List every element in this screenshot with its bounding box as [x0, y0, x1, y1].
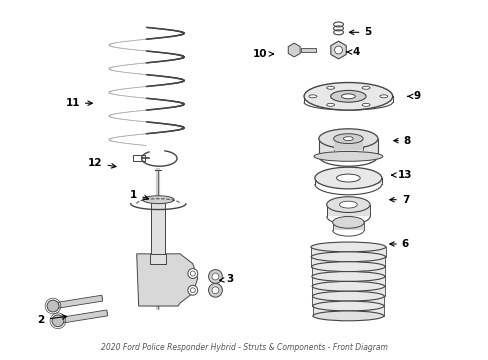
Ellipse shape — [379, 95, 387, 98]
Polygon shape — [311, 267, 385, 276]
Circle shape — [187, 269, 197, 278]
Ellipse shape — [326, 103, 334, 106]
Text: 6: 6 — [389, 239, 408, 249]
Ellipse shape — [326, 197, 369, 212]
Circle shape — [187, 285, 197, 295]
Polygon shape — [318, 139, 377, 156]
Polygon shape — [314, 178, 381, 184]
Polygon shape — [326, 204, 369, 216]
Text: 3: 3 — [219, 274, 233, 284]
Ellipse shape — [343, 137, 352, 141]
Text: 1: 1 — [130, 190, 148, 200]
Ellipse shape — [304, 82, 392, 110]
Text: 10: 10 — [252, 49, 273, 59]
Polygon shape — [151, 200, 165, 264]
Ellipse shape — [333, 134, 363, 144]
Circle shape — [212, 273, 219, 280]
Ellipse shape — [312, 291, 384, 301]
Ellipse shape — [330, 90, 366, 102]
Ellipse shape — [311, 252, 385, 262]
Text: 11: 11 — [65, 98, 92, 108]
Polygon shape — [311, 286, 384, 296]
Circle shape — [190, 271, 195, 276]
Text: 5: 5 — [349, 27, 371, 37]
Polygon shape — [52, 295, 102, 309]
Polygon shape — [287, 43, 300, 57]
Polygon shape — [150, 254, 166, 264]
Text: 13: 13 — [391, 170, 412, 180]
Polygon shape — [311, 276, 384, 286]
Text: 2020 Ford Police Responder Hybrid - Struts & Components - Front Diagram: 2020 Ford Police Responder Hybrid - Stru… — [101, 343, 386, 352]
Text: 7: 7 — [389, 195, 408, 205]
Circle shape — [334, 46, 342, 54]
Circle shape — [190, 288, 195, 293]
Text: 8: 8 — [393, 136, 410, 145]
Ellipse shape — [332, 216, 364, 228]
Ellipse shape — [311, 282, 384, 291]
Ellipse shape — [341, 94, 355, 99]
Polygon shape — [137, 254, 197, 306]
Ellipse shape — [314, 167, 381, 189]
Ellipse shape — [142, 196, 174, 204]
Circle shape — [212, 287, 219, 294]
Ellipse shape — [318, 129, 377, 148]
Ellipse shape — [362, 86, 369, 89]
Bar — [132, 156, 144, 161]
Ellipse shape — [326, 86, 334, 89]
Polygon shape — [310, 247, 385, 257]
Ellipse shape — [339, 201, 357, 208]
Polygon shape — [301, 48, 315, 52]
Ellipse shape — [336, 174, 360, 182]
Polygon shape — [330, 41, 346, 59]
Ellipse shape — [362, 103, 369, 106]
Polygon shape — [333, 139, 363, 150]
Ellipse shape — [312, 301, 383, 311]
Polygon shape — [312, 306, 383, 316]
Text: 2: 2 — [38, 315, 66, 325]
Polygon shape — [311, 257, 385, 267]
Ellipse shape — [311, 262, 385, 271]
Circle shape — [208, 283, 222, 297]
Text: 4: 4 — [346, 47, 359, 57]
Polygon shape — [312, 296, 384, 306]
Polygon shape — [58, 310, 107, 324]
Ellipse shape — [313, 152, 382, 161]
Text: 9: 9 — [407, 91, 420, 101]
Ellipse shape — [311, 271, 384, 282]
Circle shape — [47, 300, 59, 312]
Circle shape — [208, 270, 222, 283]
Ellipse shape — [308, 95, 316, 98]
Circle shape — [52, 315, 64, 327]
Ellipse shape — [310, 242, 385, 252]
Polygon shape — [332, 222, 364, 230]
Text: 12: 12 — [88, 158, 116, 168]
Ellipse shape — [312, 311, 383, 321]
